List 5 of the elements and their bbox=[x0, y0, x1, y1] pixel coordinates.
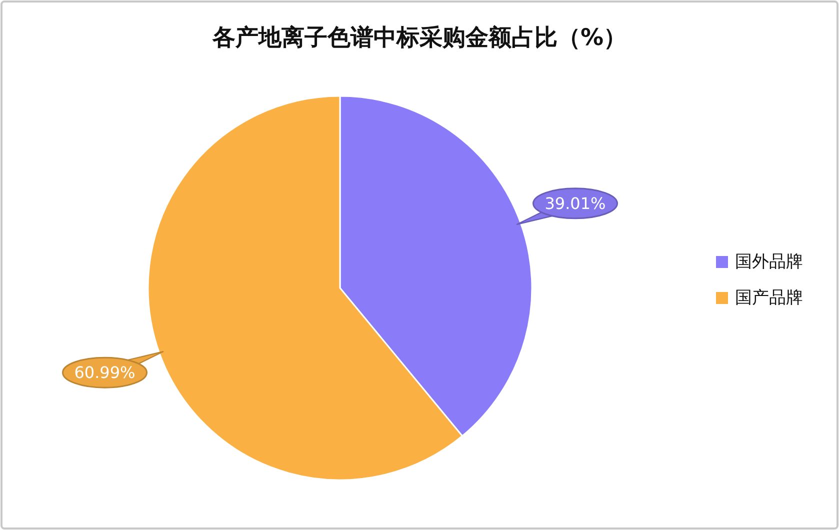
data-label: 39.01% bbox=[544, 194, 606, 213]
chart-title: 各产地离子色谱中标采购金额占比（%） bbox=[211, 24, 627, 51]
legend-label: 国外品牌 bbox=[735, 252, 803, 272]
legend-label: 国产品牌 bbox=[735, 288, 803, 308]
data-label: 60.99% bbox=[74, 363, 136, 382]
